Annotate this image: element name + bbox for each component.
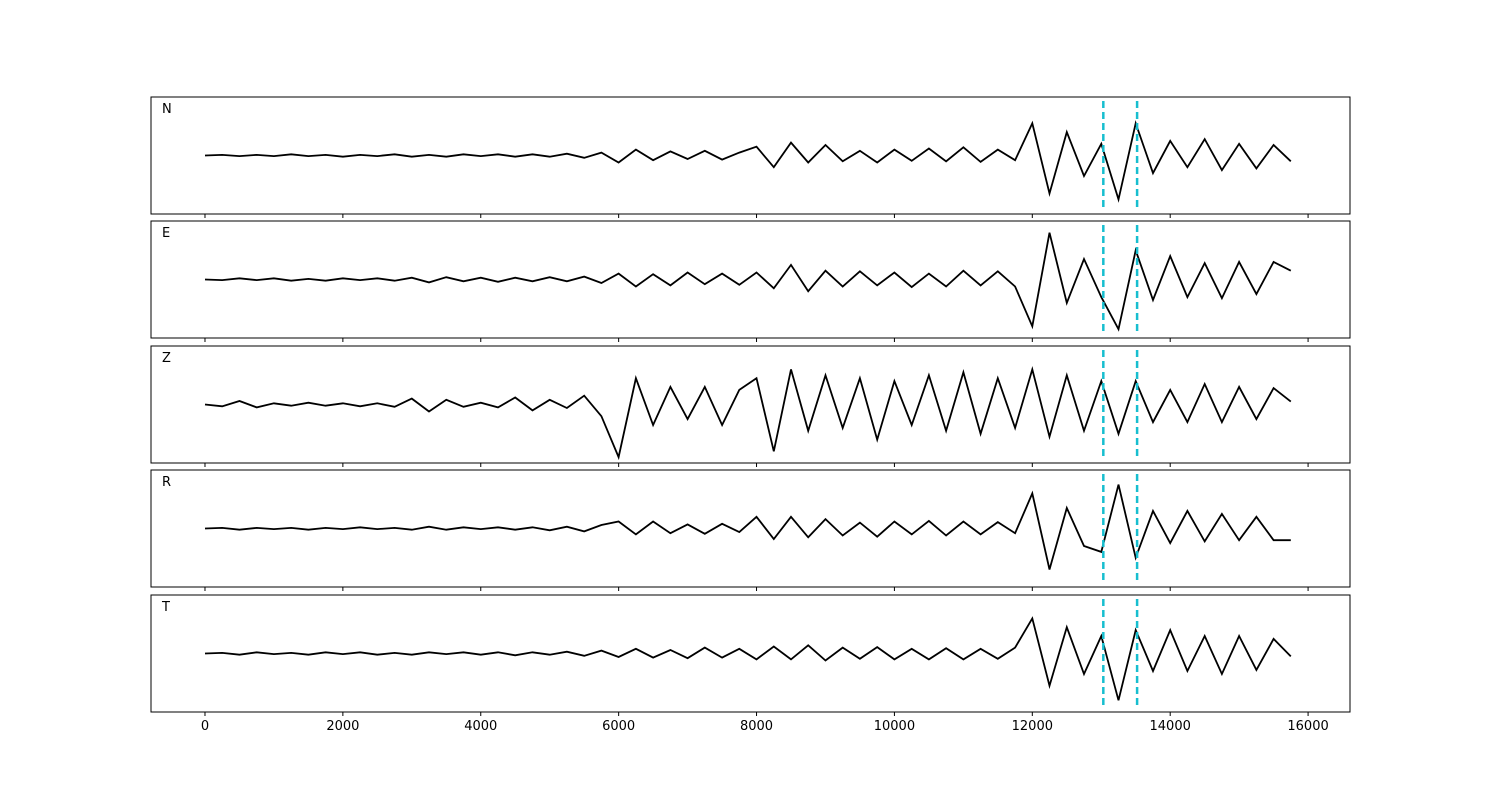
panel-frame [150, 96, 1351, 215]
panel-frame [150, 220, 1351, 339]
waveform [204, 366, 1292, 461]
x-tick-label: 2000 [326, 719, 359, 734]
waveform [204, 120, 1292, 203]
x-tick-label: 6000 [602, 719, 635, 734]
panel-label: R [162, 475, 171, 490]
x-tick-label: 4000 [464, 719, 497, 734]
x-tick-label: 14000 [1150, 719, 1191, 734]
x-tick-label: 8000 [740, 719, 773, 734]
panel-frame [150, 469, 1351, 588]
panel-label: Z [162, 351, 171, 366]
x-tick-label: 10000 [874, 719, 915, 734]
panel-frame [150, 345, 1351, 464]
waveform [204, 616, 1292, 701]
waveform [204, 484, 1291, 570]
panel-label: N [162, 102, 172, 117]
panel-frame [150, 594, 1351, 713]
panel-label: T [161, 600, 170, 615]
x-tick-label: 16000 [1287, 719, 1328, 734]
x-tick-label: 12000 [1012, 719, 1053, 734]
panel-label: E [162, 226, 170, 241]
x-tick-label: 0 [201, 719, 209, 734]
waveform [204, 232, 1292, 332]
